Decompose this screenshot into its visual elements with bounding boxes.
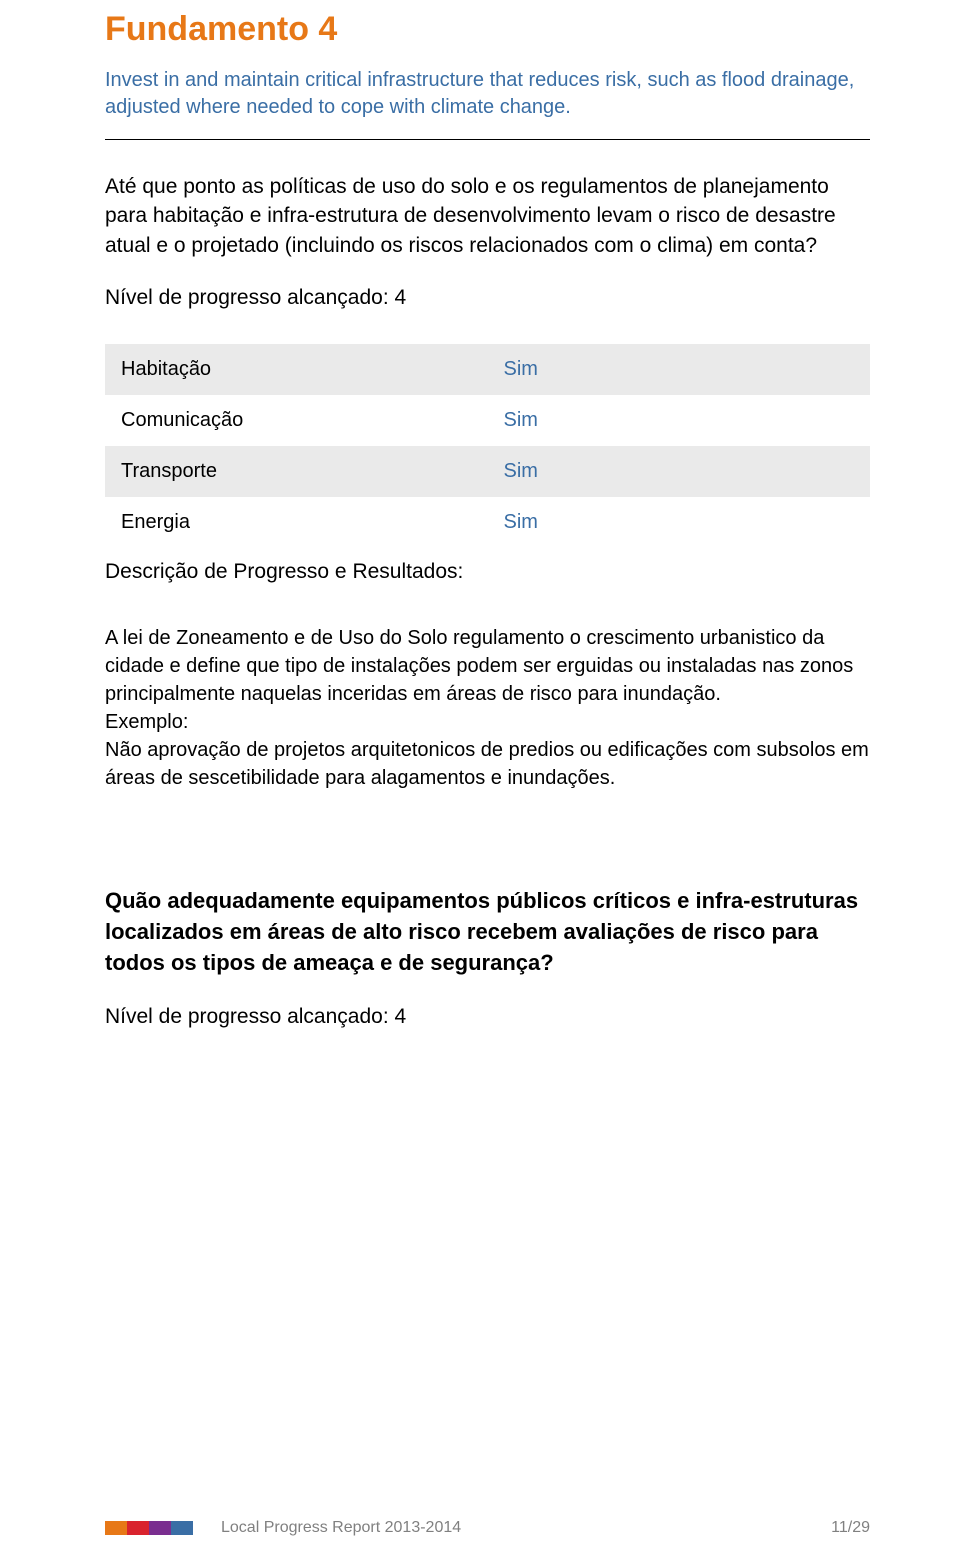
table-cell-label: Energia — [105, 497, 488, 548]
sector-table: HabitaçãoSimComunicaçãoSimTransporteSimE… — [105, 344, 870, 548]
footer-page-number: 11/29 — [831, 1519, 870, 1537]
logo-segment — [105, 1521, 127, 1535]
footer-logo — [105, 1521, 193, 1535]
question-1: Até que ponto as políticas de uso do sol… — [105, 172, 870, 260]
table-cell-label: Comunicação — [105, 395, 488, 446]
table-row: HabitaçãoSim — [105, 344, 870, 395]
table-row: ComunicaçãoSim — [105, 395, 870, 446]
table-cell-label: Habitação — [105, 344, 488, 395]
description-heading: Descrição de Progresso e Resultados: — [105, 560, 870, 584]
table-row: EnergiaSim — [105, 497, 870, 548]
section-divider — [105, 139, 870, 140]
body-paragraph-1: A lei de Zoneamento e de Uso do Solo reg… — [105, 624, 870, 792]
logo-segment — [171, 1521, 193, 1535]
section-subtitle: Invest in and maintain critical infrastr… — [105, 67, 870, 121]
table-row: TransporteSim — [105, 446, 870, 497]
section-title: Fundamento 4 — [105, 10, 870, 49]
question-2: Quão adequadamente equipamentos públicos… — [105, 886, 870, 978]
table-cell-value: Sim — [488, 344, 871, 395]
logo-segment — [127, 1521, 149, 1535]
table-cell-value: Sim — [488, 395, 871, 446]
logo-segment — [149, 1521, 171, 1535]
page-footer: Local Progress Report 2013-2014 11/29 — [105, 1519, 870, 1537]
progress-level-2: Nível de progresso alcançado: 4 — [105, 1005, 870, 1029]
footer-report-label: Local Progress Report 2013-2014 — [221, 1519, 461, 1537]
table-cell-value: Sim — [488, 497, 871, 548]
progress-level-1: Nível de progresso alcançado: 4 — [105, 286, 870, 310]
table-cell-value: Sim — [488, 446, 871, 497]
table-cell-label: Transporte — [105, 446, 488, 497]
